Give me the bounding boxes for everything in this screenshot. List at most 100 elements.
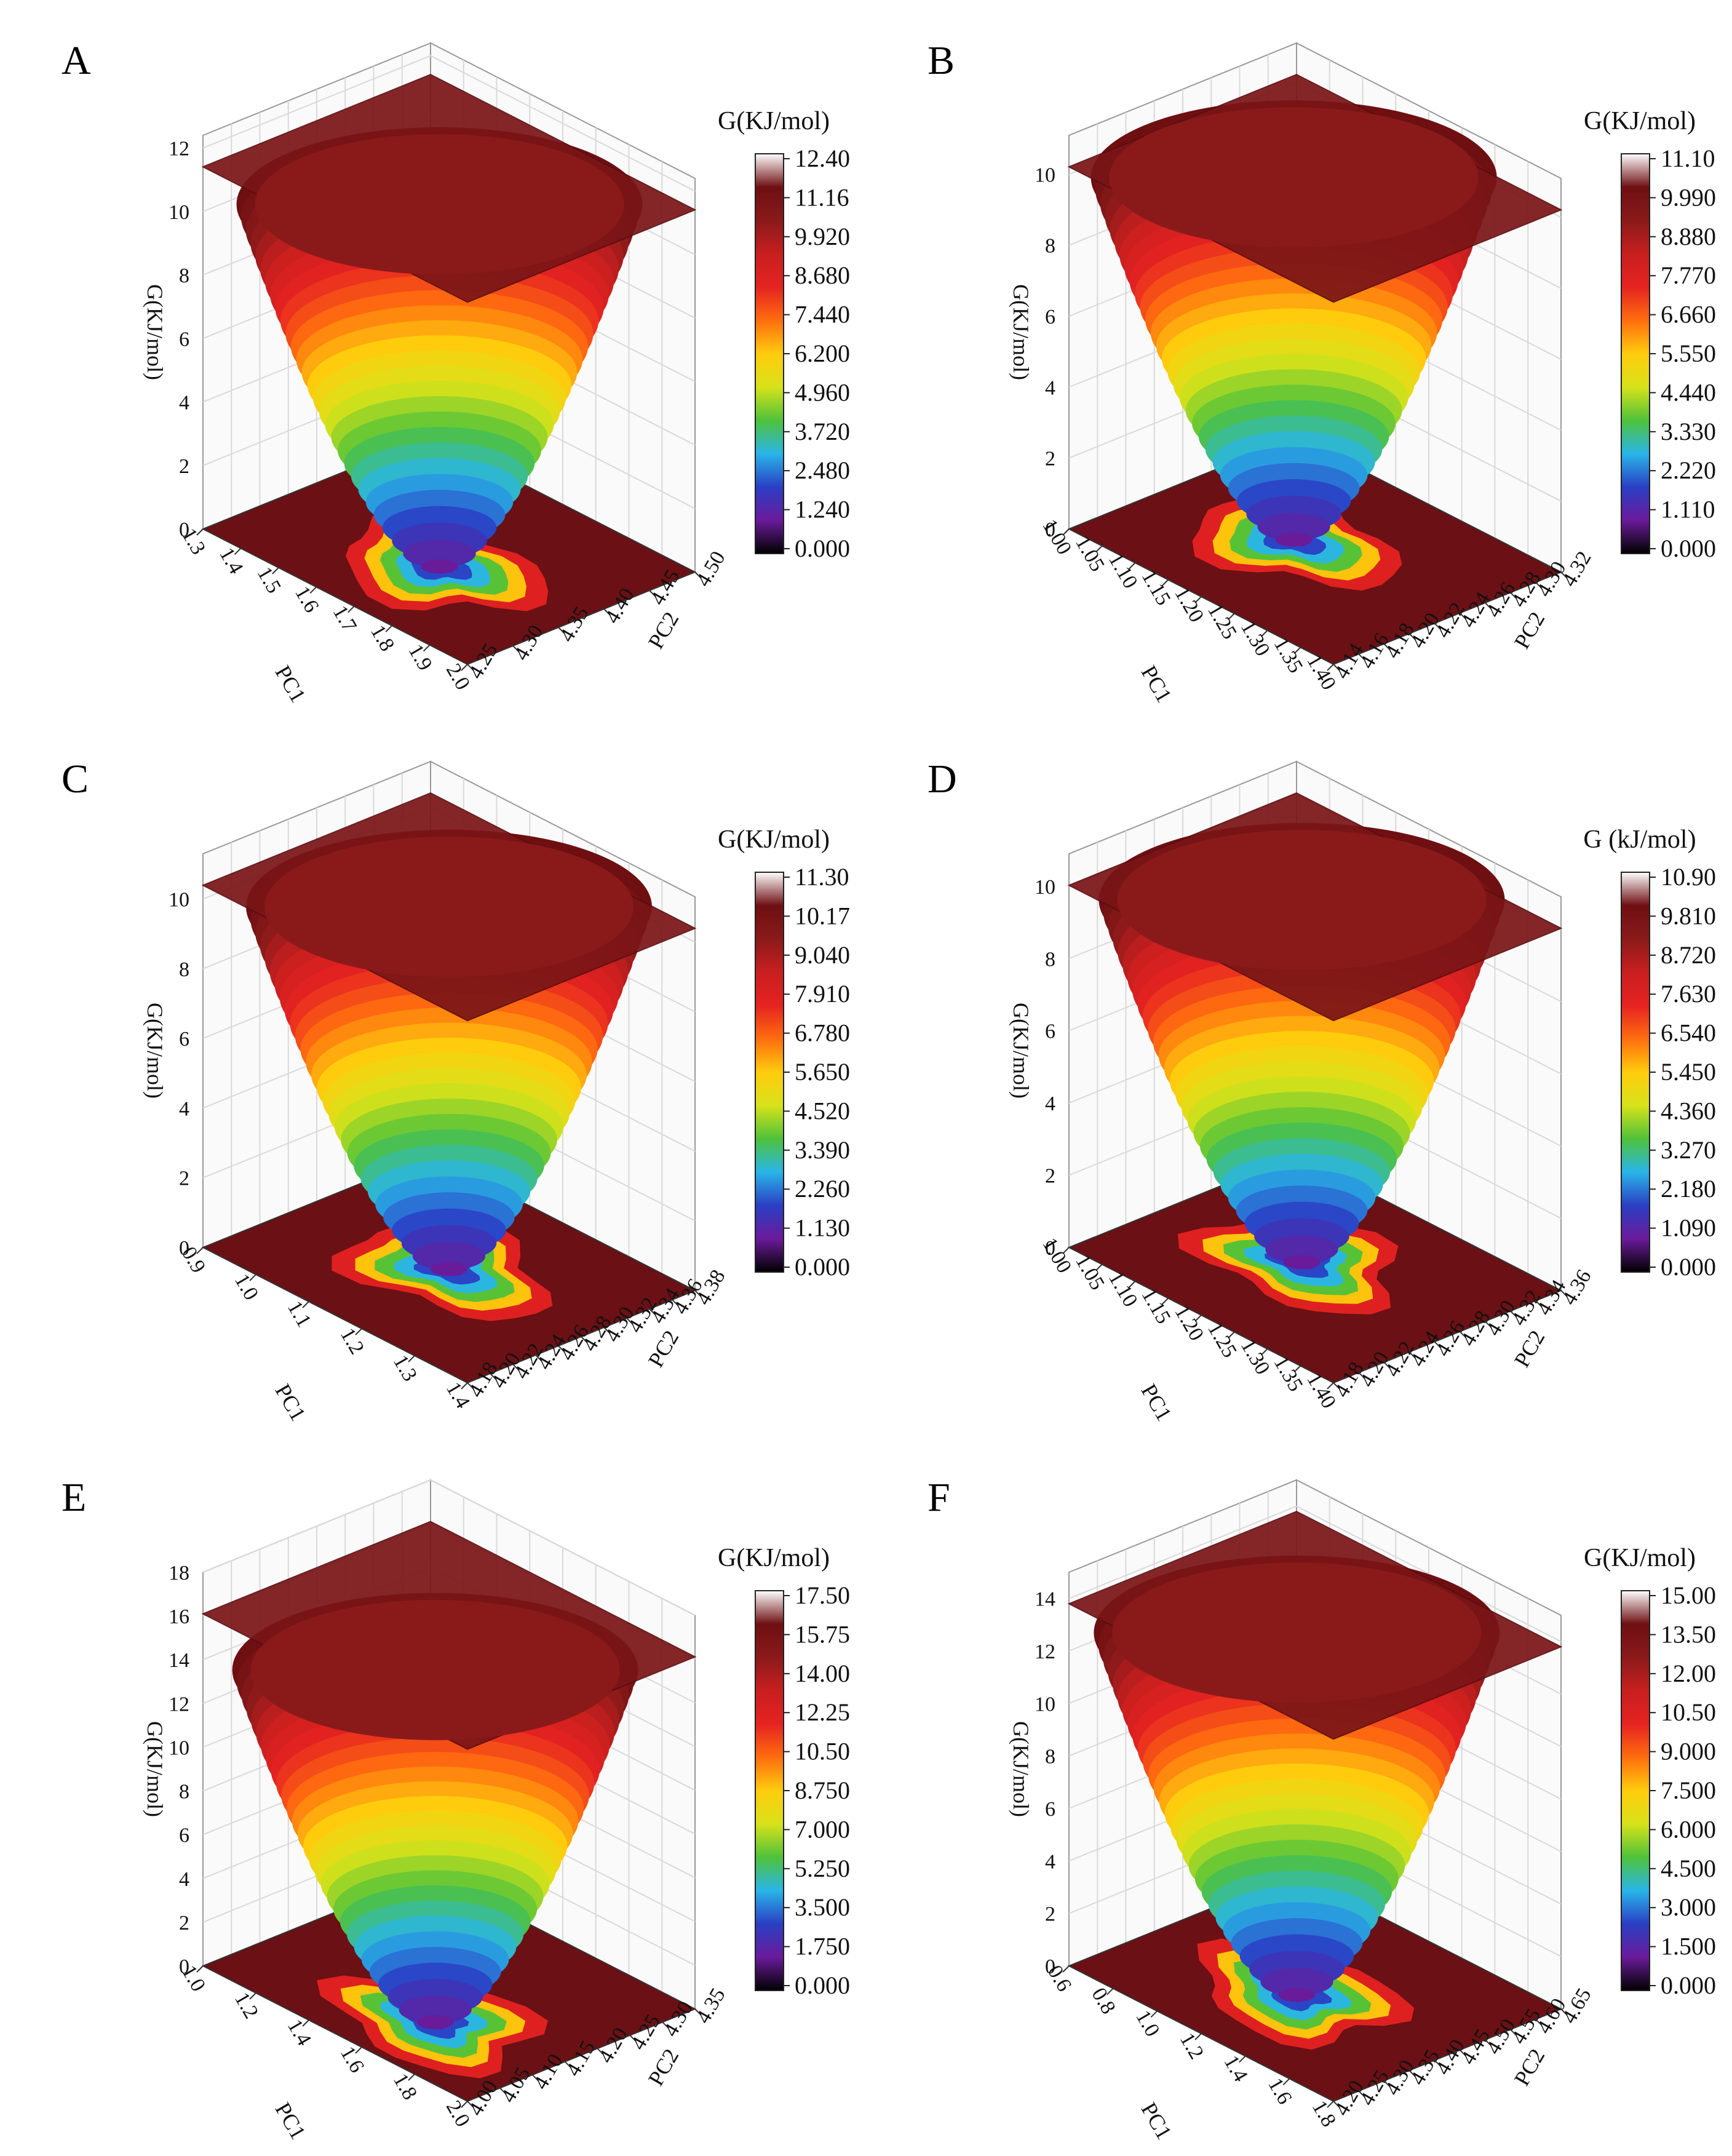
y-tickmark-c-8 — [649, 1308, 656, 1316]
surface-band-a-1 — [403, 539, 476, 568]
x-tickmark-c-2 — [302, 1301, 309, 1308]
z-tick-e-7: 14 — [169, 1649, 189, 1672]
y-tickmark-a-3 — [603, 608, 611, 616]
y-tick-e-7: 4.35 — [692, 1984, 730, 2027]
panel-label-f: F — [928, 1475, 950, 1520]
y-tickmark-b-3 — [1408, 633, 1416, 640]
y-tickmark-e-7 — [694, 2008, 702, 2016]
top-opening-e — [250, 1599, 620, 1740]
z-tick-b-1: 2 — [1045, 448, 1055, 471]
z-tick-c-1: 2 — [179, 1168, 189, 1190]
x-tickmark-c-3 — [355, 1328, 362, 1335]
colorbar-tick-f-10: 0.000 — [1661, 1971, 1716, 1999]
colorbar-tick-b-2: 8.880 — [1661, 223, 1716, 250]
x-axis-label-b: PC1 — [1137, 661, 1177, 707]
surface-band-d-1 — [1265, 1235, 1338, 1263]
z-axis-label-f: G(KJ/mol) — [1009, 1721, 1033, 1817]
colorbar-tick-c-0: 11.30 — [795, 863, 849, 891]
colorbar-tick-f-0: 15.00 — [1661, 1581, 1716, 1609]
x-tickmark-e-0 — [196, 1965, 204, 1973]
z-axis-label-a: G(KJ/mol) — [143, 284, 167, 380]
colorbar-tick-e-7: 5.250 — [795, 1855, 850, 1882]
z-grid-e-9 — [202, 1479, 696, 1616]
panel-label-a: A — [62, 38, 91, 83]
z-tick-c-4: 8 — [179, 958, 189, 981]
x-tickmark-c-0 — [196, 1247, 204, 1254]
x-tickmark-b-0 — [1062, 528, 1070, 536]
y-tickmark-e-1 — [499, 2087, 507, 2095]
surface-band-e-0 — [416, 2015, 454, 2029]
y-tickmark-b-6 — [1484, 602, 1492, 610]
y-tickmark-e-3 — [564, 2061, 572, 2069]
x-tickmark-a-3 — [309, 586, 317, 594]
y-tickmark-c-7 — [626, 1318, 634, 1325]
colorbar-title-c: G(KJ/mol) — [718, 825, 830, 854]
colorbar-tick-f-9: 1.500 — [1661, 1933, 1716, 1960]
z-tick-e-5: 10 — [169, 1736, 189, 1759]
x-tickmark-f-2 — [1150, 2010, 1158, 2018]
y-axis-label-e: PC2 — [643, 2045, 684, 2090]
panel-f: F 0 2 4 6 8 10 12 14 G(KJ/mol) 0.6 0.8 1.0 1.2 1.4 1.6 1… — [866, 1437, 1732, 2155]
z-axis-label-c: G(KJ/mol) — [143, 1003, 167, 1099]
z-axis-label-e: G(KJ/mol) — [143, 1721, 167, 1817]
y-tickmark-f-1 — [1358, 2090, 1365, 2098]
z-axis-label-b: G(KJ/mol) — [1009, 284, 1033, 380]
y-tickmark-d-9 — [1560, 1290, 1568, 1297]
colorbar-title-d: G (kJ/mol) — [1583, 825, 1696, 854]
panel-e-svg: E024681012141618G(KJ/mol)1.01.21.41.61.8… — [62, 1475, 850, 2144]
colorbar-tick-d-1: 9.810 — [1661, 902, 1716, 929]
z-tick-f-4: 8 — [1045, 1746, 1055, 1768]
z-tick-a-4: 8 — [179, 265, 189, 287]
colorbar-tick-b-5: 5.550 — [1661, 340, 1716, 367]
z-tick-d-1: 2 — [1045, 1165, 1055, 1188]
x-tickmark-a-1 — [234, 547, 242, 555]
y-tickmark-e-6 — [662, 2021, 669, 2029]
colorbar-tick-c-5: 5.650 — [795, 1058, 850, 1086]
colorbar-tick-e-4: 10.50 — [795, 1738, 850, 1765]
y-tickmark-d-3 — [1408, 1351, 1416, 1359]
z-tick-a-0: 0 — [179, 519, 189, 541]
x-tickmark-b-4 — [1194, 596, 1202, 603]
x-tickmark-b-3 — [1161, 579, 1169, 587]
y-axis-label-d: PC2 — [1509, 1326, 1550, 1372]
colorbar-tick-e-0: 17.50 — [795, 1581, 850, 1609]
colorbar-tick-a-5: 6.200 — [795, 340, 850, 367]
z-tick-e-1: 2 — [179, 1912, 189, 1935]
x-tickmark-a-2 — [272, 567, 279, 575]
y-tickmark-a-1 — [512, 645, 520, 653]
y-tickmark-d-4 — [1434, 1341, 1442, 1349]
z-tick-c-5: 10 — [169, 889, 189, 912]
panel-label-e: E — [62, 1475, 86, 1520]
colorbar-tick-d-6: 4.360 — [1661, 1097, 1716, 1124]
colorbar-tick-a-3: 8.680 — [795, 261, 850, 289]
z-tick-f-7: 14 — [1035, 1588, 1055, 1611]
y-axis-label-b: PC2 — [1509, 608, 1550, 653]
x-tickmark-d-3 — [1161, 1297, 1169, 1305]
y-tick-d-9: 4.36 — [1558, 1266, 1596, 1309]
z-tick-e-0: 0 — [179, 1955, 189, 1978]
z-tick-d-4: 8 — [1045, 948, 1055, 971]
panel-c-svg: C0246810G(KJ/mol)0.91.01.11.21.31.4PC14.… — [62, 757, 850, 1425]
y-tickmark-b-7 — [1510, 592, 1517, 600]
colorbar-e — [755, 1590, 784, 1991]
colorbar-tick-b-1: 9.990 — [1661, 183, 1716, 211]
colorbar-tick-b-8: 2.220 — [1661, 456, 1716, 484]
z-tick-f-0: 0 — [1045, 1955, 1055, 1978]
surface-band-e-1 — [399, 1995, 472, 2024]
z-tick-b-2: 4 — [1045, 376, 1055, 399]
z-tick-f-5: 10 — [1035, 1693, 1055, 1716]
y-tickmark-f-9 — [1560, 2008, 1568, 2016]
y-axis-label-a: PC2 — [643, 608, 684, 653]
panel-a-svg: A024681012G(KJ/mol)1.31.41.51.61.71.81.9… — [62, 38, 850, 707]
colorbar-tick-a-10: 0.000 — [795, 535, 850, 562]
colorbar-tick-c-6: 4.520 — [795, 1097, 850, 1124]
colorbar-f — [1621, 1590, 1650, 1991]
x-axis-label-c: PC1 — [271, 1380, 311, 1425]
y-tickmark-e-0 — [467, 2101, 474, 2108]
colorbar-tick-f-7: 4.500 — [1661, 1855, 1716, 1882]
colorbar-tick-b-6: 4.440 — [1661, 378, 1716, 406]
z-tick-f-1: 2 — [1045, 1903, 1055, 1926]
x-tickmark-e-4 — [408, 2074, 415, 2081]
z-grid-a-6 — [202, 55, 696, 192]
y-tickmark-c-2 — [512, 1364, 520, 1371]
